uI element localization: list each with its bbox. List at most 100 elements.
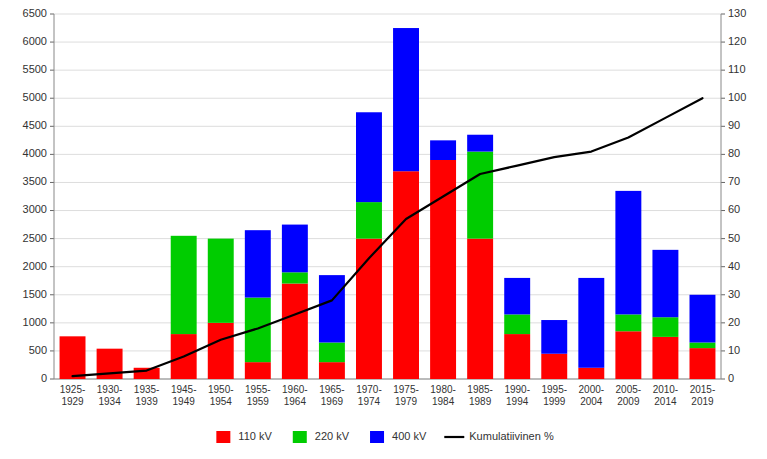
y-tick-label: 3500 (23, 175, 47, 187)
y2-tick-label: 100 (728, 91, 746, 103)
y2-tick (721, 70, 725, 71)
bar-series (60, 160, 716, 379)
legend-label: 110 kV (238, 430, 272, 442)
y2-tick-label: 90 (728, 119, 740, 131)
x-tick-label-line: 2005- (616, 384, 642, 395)
x-tick-label-line: 2004 (580, 396, 603, 407)
x-tick-label-line: 1965- (319, 384, 345, 395)
y-tick-label: 1500 (23, 288, 47, 300)
legend-item: 400 kV (370, 430, 427, 443)
bar (690, 348, 716, 379)
bar (652, 337, 678, 379)
y2-tick-label: 60 (728, 203, 740, 215)
x-tick-label-line: 1989 (469, 396, 492, 407)
x-tick-label: 1970-1974 (356, 384, 382, 407)
bar (504, 278, 530, 315)
bar (97, 348, 123, 349)
y2-tick (721, 294, 725, 295)
bar (467, 239, 493, 379)
grid-line (54, 14, 721, 15)
x-tick-label-line: 1930- (97, 384, 123, 395)
x-tick-label-line: 1980- (430, 384, 456, 395)
grid-line (54, 70, 721, 71)
x-tick-label: 1965-1969 (319, 384, 345, 407)
y2-tick (721, 98, 725, 99)
bar (282, 225, 308, 273)
y2-tick-label: 20 (728, 316, 740, 328)
x-tick-label-line: 1995- (541, 384, 567, 395)
x-tick-label-line: 1999 (543, 396, 566, 407)
y-tick (50, 126, 54, 127)
x-tick-label: 2000-2004 (579, 384, 605, 407)
y-tick-label: 0 (41, 372, 47, 384)
y2-tick (721, 322, 725, 323)
bar (208, 238, 234, 239)
x-tick-label-line: 1994 (506, 396, 529, 407)
line (73, 98, 703, 376)
bar (245, 230, 271, 297)
grid-line (54, 42, 721, 43)
bar (282, 284, 308, 379)
x-tick-label: 1995-1999 (541, 384, 567, 407)
legend-swatch (444, 436, 464, 438)
x-tick-label-line: 1945- (171, 384, 197, 395)
y-tick-label: 1000 (23, 316, 47, 328)
grid-line (54, 182, 721, 183)
bar (652, 317, 678, 337)
y-tick (50, 294, 54, 295)
x-tick-label-line: 1970- (356, 384, 382, 395)
x-tick-label-line: 1990- (504, 384, 530, 395)
x-tick-label: 1955-1959 (245, 384, 271, 407)
y2-tick-label: 30 (728, 288, 740, 300)
y2-tick (721, 238, 725, 239)
x-tick-label: 1935-1939 (134, 384, 160, 407)
y2-tick (721, 42, 725, 43)
bar (171, 236, 197, 334)
marks (60, 28, 716, 379)
y2-axis-line (721, 14, 722, 379)
grid-line (54, 98, 721, 99)
x-tick-label-line: 1925- (60, 384, 86, 395)
bar (430, 140, 456, 160)
bar (504, 314, 530, 334)
y-tick-label: 6000 (23, 35, 47, 47)
y-axis-line (54, 14, 55, 379)
x-tick-label-line: 1964 (284, 396, 307, 407)
x-tick-label-line: 1949 (173, 396, 196, 407)
y-tick-label: 6500 (23, 7, 47, 19)
bar (652, 250, 678, 317)
x-tick-label-line: 1935- (134, 384, 160, 395)
x-tick-label: 1930-1934 (97, 384, 123, 407)
grid (54, 14, 721, 379)
y2-tick (721, 154, 725, 155)
x-tick-label: 2010-2014 (653, 384, 679, 407)
y2-tick (721, 350, 725, 351)
x-tick-label-line: 1950- (208, 384, 234, 395)
bar (319, 343, 345, 363)
bar (690, 295, 716, 343)
bar (60, 336, 86, 379)
x-tick-label: 2005-2009 (616, 384, 642, 407)
x-tick-label-line: 1975- (393, 384, 419, 395)
y-tick (50, 379, 54, 380)
x-tick-label-line: 1939 (136, 396, 159, 407)
bar (578, 368, 604, 379)
legend-swatch (293, 431, 307, 443)
y-tick-label: 2000 (23, 260, 47, 272)
x-tick-label: 1980-1984 (430, 384, 456, 407)
bar (282, 272, 308, 283)
legend-swatch (216, 431, 230, 443)
grid-line (54, 154, 721, 155)
bar (171, 235, 197, 236)
y-tick (50, 266, 54, 267)
y-tick (50, 14, 54, 15)
y2-tick-label: 70 (728, 175, 740, 187)
y2-tick-label: 0 (728, 372, 734, 384)
x-tick-label: 1960-1964 (282, 384, 308, 407)
y-tick-label: 5500 (23, 63, 47, 75)
chart: 0500100015002000250030003500400045005000… (0, 0, 767, 459)
x-tick-label-line: 1934 (98, 396, 121, 407)
bar (615, 191, 641, 315)
legend-swatch (370, 431, 384, 443)
y-tick (50, 210, 54, 211)
